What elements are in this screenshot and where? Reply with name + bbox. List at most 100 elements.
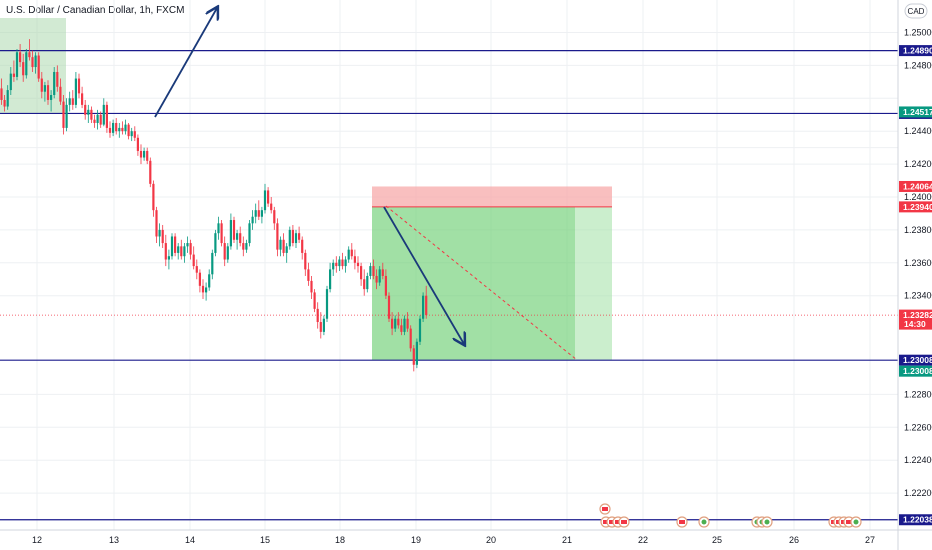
grid — [0, 0, 898, 530]
candle — [412, 345, 415, 372]
candle — [347, 246, 350, 263]
candle — [136, 134, 139, 156]
candle-body — [56, 71, 59, 87]
candle — [28, 39, 31, 61]
take-profit-zone — [575, 206, 612, 361]
candle — [143, 147, 146, 161]
event-icons — [599, 503, 862, 528]
flag-canada-icon-fill — [621, 520, 627, 524]
candle — [192, 246, 195, 270]
candle — [167, 249, 170, 270]
candle — [301, 236, 304, 260]
candle-body — [232, 220, 236, 240]
candle-body — [332, 262, 335, 270]
level-price-badge — [899, 514, 932, 526]
candle-body — [387, 295, 391, 319]
candle-body — [260, 210, 263, 217]
candle — [418, 315, 422, 346]
candle-body — [214, 233, 217, 253]
candle-body — [15, 52, 19, 77]
candle-body — [68, 98, 71, 105]
candle — [50, 90, 53, 112]
candle-body — [356, 262, 360, 267]
candle — [130, 127, 133, 142]
candle-body — [223, 243, 226, 260]
candle — [211, 249, 214, 280]
candle — [118, 122, 121, 138]
candle-body — [344, 259, 347, 267]
candle — [25, 48, 28, 79]
candle-body — [12, 73, 15, 77]
candle-body — [245, 243, 248, 250]
candle — [239, 226, 242, 247]
candle-body — [242, 243, 245, 250]
candle-body — [9, 73, 12, 91]
candle-body — [146, 150, 149, 161]
candle — [236, 229, 239, 250]
price-tick-label: 1.23800 — [904, 225, 932, 235]
candle-body — [307, 269, 310, 281]
candle-body — [304, 252, 307, 270]
time-axis[interactable]: 12 13 14 15 18 19 20 21 22 25 26 27 — [0, 529, 932, 545]
candle-body — [366, 275, 369, 290]
time-tick-label: 26 — [789, 535, 799, 545]
candle — [149, 157, 152, 188]
candle — [68, 91, 71, 112]
candle-body — [291, 229, 294, 244]
candle — [170, 233, 174, 260]
price-axis[interactable]: CAD1.250001.248001.244001.242001.240001.… — [897, 0, 932, 550]
flag-canada-icon-fill — [679, 520, 685, 524]
price-badge-text: 1.23940 — [903, 202, 932, 212]
candle — [353, 249, 356, 270]
flag-canada-icon-fill — [603, 520, 609, 524]
candle — [223, 236, 226, 267]
candle-body — [316, 308, 319, 323]
candle — [378, 266, 381, 286]
candle — [180, 239, 183, 260]
candle-body — [353, 256, 356, 263]
candle-body — [155, 210, 158, 237]
candle — [369, 262, 372, 280]
candle-body — [108, 127, 112, 133]
candle — [195, 259, 198, 280]
candle — [6, 85, 9, 110]
candle — [96, 109, 99, 130]
candle-body — [273, 210, 276, 224]
candle-body — [406, 318, 409, 329]
candle — [161, 224, 164, 248]
candle — [406, 312, 409, 332]
candle-body — [285, 246, 288, 253]
candle-body — [279, 239, 282, 250]
current-price-badge-countdown: 14:30 — [904, 319, 926, 329]
candle-body — [180, 246, 183, 257]
candle — [201, 279, 205, 299]
candle — [127, 122, 130, 140]
candle-body — [22, 62, 25, 76]
flag-canada-icon-fill — [615, 520, 621, 524]
candle-body — [28, 52, 31, 58]
candle-body — [161, 229, 164, 244]
candle-body — [34, 55, 37, 68]
candle-body — [350, 249, 353, 257]
currency-button[interactable] — [904, 3, 928, 19]
time-tick-label: 18 — [335, 535, 345, 545]
currency-label: CAD — [908, 7, 925, 16]
candle-body — [282, 239, 285, 253]
candle — [87, 104, 90, 123]
drawings — [154, 8, 578, 361]
candle — [177, 243, 180, 260]
candle — [260, 206, 263, 224]
candle — [332, 259, 335, 276]
candle-body — [62, 101, 65, 128]
chart-title: U.S. Dollar / Canadian Dollar, 1h, FXCM — [6, 5, 185, 16]
candle — [22, 53, 25, 82]
candle-body — [127, 124, 130, 137]
candle-body — [3, 99, 6, 107]
current-price-badge-text: 1.23282 — [903, 310, 932, 320]
candle-body — [40, 78, 43, 92]
candle-body — [391, 318, 394, 329]
candle-body — [152, 183, 155, 211]
currency-dollar-icon-fill — [853, 519, 859, 525]
candle-body — [226, 246, 229, 260]
